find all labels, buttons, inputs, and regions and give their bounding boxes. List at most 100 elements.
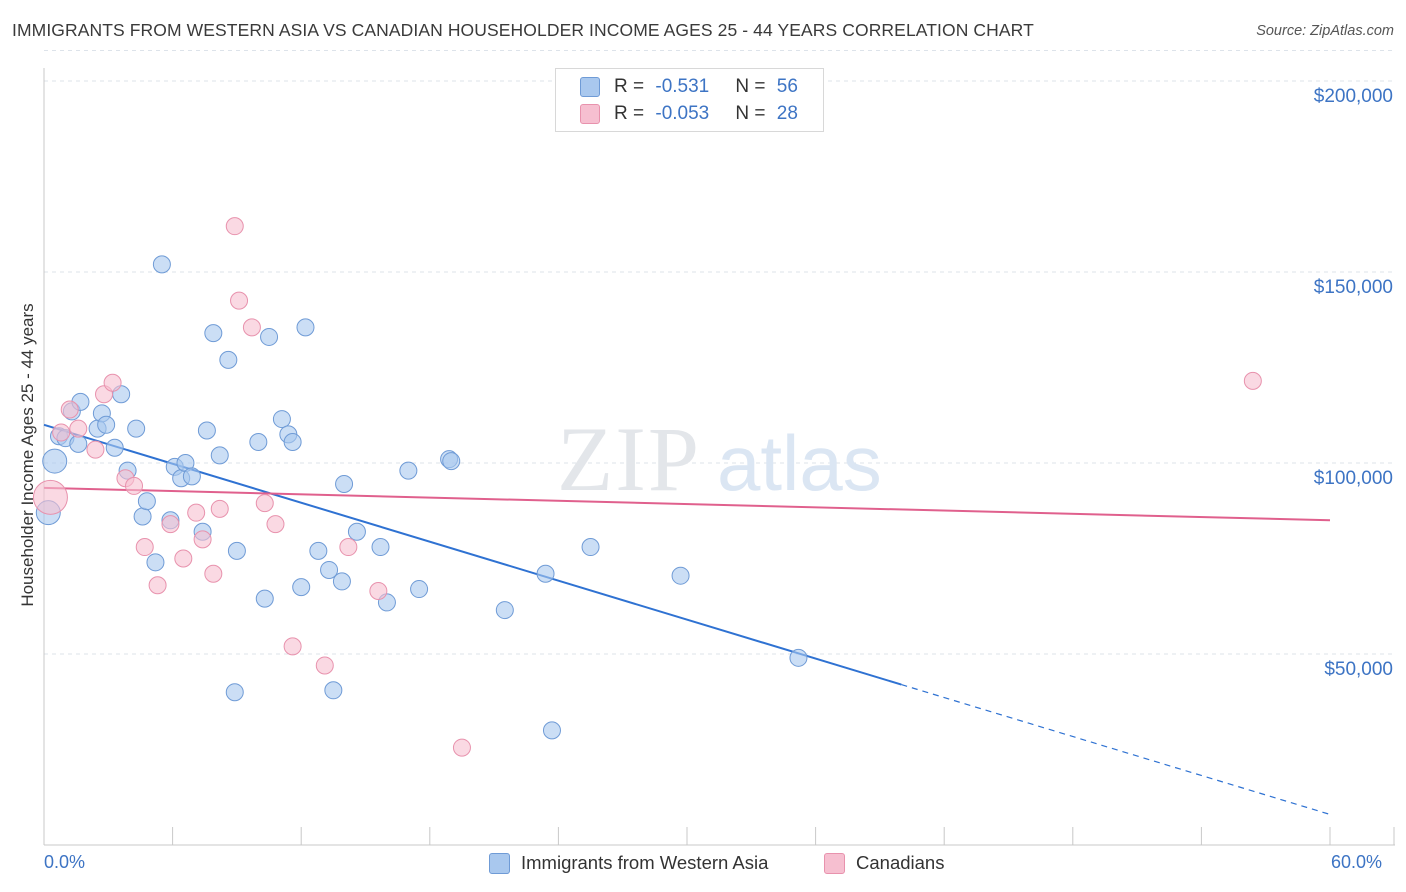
point-canadians xyxy=(125,476,144,495)
data-points xyxy=(32,217,1262,757)
point-immigrants xyxy=(249,432,268,451)
gridlines xyxy=(44,49,1395,655)
trend-line-canadians xyxy=(43,486,1331,522)
legend-item-canadians[interactable]: Canadians xyxy=(824,852,944,874)
point-immigrants xyxy=(536,564,555,583)
point-canadians xyxy=(452,738,471,757)
y-axis-label: Householder Income Ages 25 - 44 years xyxy=(18,303,37,607)
point-canadians xyxy=(369,581,388,600)
point-immigrants xyxy=(671,566,690,585)
x-tick-label: 0.0% xyxy=(44,852,86,872)
point-immigrants xyxy=(581,538,600,557)
point-immigrants xyxy=(283,432,302,451)
blue-swatch xyxy=(580,77,600,97)
point-canadians xyxy=(242,318,261,337)
r-label: R = xyxy=(614,103,650,124)
point-canadians xyxy=(225,217,244,236)
point-canadians xyxy=(52,423,71,442)
y-tick-label: $50,000 xyxy=(1324,659,1393,680)
n-value: 56 xyxy=(776,76,798,97)
point-immigrants xyxy=(296,318,315,337)
watermark-zip: ZIP xyxy=(557,408,701,510)
n-value: 28 xyxy=(776,103,798,124)
n-label: N = xyxy=(735,76,771,97)
point-immigrants xyxy=(225,683,244,702)
point-immigrants xyxy=(347,522,366,541)
pink-swatch xyxy=(824,852,845,874)
point-immigrants xyxy=(410,580,429,599)
point-immigrants xyxy=(255,589,274,608)
point-immigrants xyxy=(542,721,561,740)
point-canadians xyxy=(255,494,274,513)
point-canadians xyxy=(283,637,302,656)
r-label: R = xyxy=(614,76,650,97)
point-canadians xyxy=(32,479,68,515)
point-canadians xyxy=(174,549,193,568)
blue-swatch xyxy=(489,852,510,874)
point-immigrants xyxy=(371,538,390,557)
point-canadians xyxy=(339,538,358,557)
point-immigrants xyxy=(789,648,808,667)
trend-line-extension xyxy=(901,683,1331,816)
stats-legend: R = -0.531 N = 56 R = -0.053 N = 28 xyxy=(555,68,824,132)
n-label: N = xyxy=(735,103,771,124)
point-immigrants xyxy=(332,572,351,591)
point-canadians xyxy=(266,515,285,534)
point-immigrants xyxy=(204,324,223,343)
point-canadians xyxy=(230,291,249,310)
point-canadians xyxy=(1243,371,1262,390)
point-immigrants xyxy=(146,553,165,572)
point-canadians xyxy=(69,419,88,438)
chart-title: IMMIGRANTS FROM WESTERN ASIA VS CANADIAN… xyxy=(12,20,1034,40)
point-immigrants xyxy=(320,560,339,579)
pink-swatch xyxy=(580,104,600,124)
point-immigrants xyxy=(182,467,201,486)
point-canadians xyxy=(86,440,105,459)
point-canadians xyxy=(210,499,229,518)
point-canadians xyxy=(103,373,122,392)
point-immigrants xyxy=(292,578,311,597)
point-immigrants xyxy=(210,446,229,465)
source-credit: Source: ZipAtlas.com xyxy=(1256,23,1394,39)
point-immigrants xyxy=(495,601,514,620)
point-immigrants xyxy=(227,541,246,560)
watermark: ZIP atlas xyxy=(557,408,882,510)
watermark-atlas: atlas xyxy=(717,419,882,507)
point-immigrants xyxy=(105,438,124,457)
stats-legend-row-pink: R = -0.053 N = 28 xyxy=(580,103,798,125)
point-immigrants xyxy=(137,492,156,511)
point-immigrants xyxy=(272,410,291,429)
point-immigrants xyxy=(69,434,88,453)
r-value: -0.531 xyxy=(655,76,710,97)
axes xyxy=(43,68,1395,846)
y-tick-label: $100,000 xyxy=(1313,468,1393,489)
point-immigrants xyxy=(127,419,146,438)
point-immigrants xyxy=(219,350,238,369)
point-canadians xyxy=(135,538,154,557)
point-immigrants xyxy=(309,541,328,560)
stats-legend-row-blue: R = -0.531 N = 56 xyxy=(580,76,798,98)
legend-item-immigrants[interactable]: Immigrants from Western Asia xyxy=(489,852,768,874)
point-immigrants xyxy=(399,461,418,480)
point-immigrants xyxy=(97,415,116,434)
point-canadians xyxy=(187,503,206,522)
point-immigrants xyxy=(197,421,216,440)
legend-label: Canadians xyxy=(856,852,945,873)
point-immigrants xyxy=(133,507,152,526)
point-canadians xyxy=(204,564,223,583)
point-canadians xyxy=(60,400,79,419)
point-canadians xyxy=(161,515,180,534)
point-immigrants xyxy=(42,448,68,474)
point-canadians xyxy=(148,576,167,595)
point-immigrants xyxy=(442,452,461,471)
y-tick-label: $200,000 xyxy=(1313,86,1393,107)
x-tick-label: 60.0% xyxy=(1331,852,1383,872)
r-value: -0.053 xyxy=(655,103,710,124)
point-immigrants xyxy=(335,475,354,494)
point-immigrants xyxy=(260,327,279,346)
point-canadians xyxy=(193,530,212,549)
y-tick-label: $150,000 xyxy=(1313,277,1393,298)
legend-label: Immigrants from Western Asia xyxy=(521,852,769,873)
point-immigrants xyxy=(324,681,343,700)
